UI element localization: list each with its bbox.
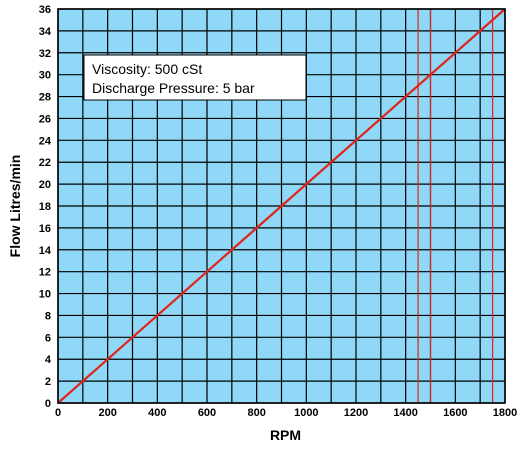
y-tick-label: 26: [39, 113, 51, 125]
x-axis-label: RPM: [270, 427, 301, 443]
y-tick-label: 4: [45, 354, 52, 366]
x-tick-label: 1800: [493, 407, 517, 419]
y-tick-label: 30: [39, 70, 51, 82]
y-tick-label: 16: [39, 223, 51, 235]
series-layer: [57, 8, 506, 404]
y-tick-label: 0: [45, 398, 51, 410]
y-tick-label: 2: [45, 376, 51, 388]
annotation-background: [83, 54, 307, 101]
y-tick-label: 34: [39, 26, 52, 38]
y-tick-label: 36: [39, 4, 51, 16]
annotation-box: Viscosity: 500 cSt Discharge Pressure: 5…: [83, 54, 307, 101]
series-line: [57, 8, 506, 404]
annotation-line-pressure: Discharge Pressure: 5 bar: [92, 80, 255, 96]
x-tick-label: 800: [247, 407, 265, 419]
x-tick-label: 200: [98, 407, 116, 419]
annotation-line-viscosity: Viscosity: 500 cSt: [92, 61, 202, 77]
y-tick-label: 22: [39, 157, 51, 169]
x-tick-label: 1200: [344, 407, 368, 419]
x-tick-label: 1400: [393, 407, 417, 419]
x-tick-label: 1600: [443, 407, 467, 419]
x-tick-label: 400: [148, 407, 166, 419]
y-axis-label: Flow Litres/min: [7, 155, 23, 258]
y-tick-label: 12: [39, 267, 51, 279]
y-tick-label: 18: [39, 201, 51, 213]
y-tick-label: 28: [39, 92, 51, 104]
y-tick-label: 24: [39, 135, 52, 147]
x-tick-label: 600: [198, 407, 216, 419]
y-tick-label: 32: [39, 48, 51, 60]
plot-frame: [57, 8, 506, 404]
x-tick-labels: 0 200 400 600 800 1000 1200 1400 1600 1800: [55, 407, 517, 419]
y-tick-label: 8: [45, 310, 51, 322]
y-tick-label: 20: [39, 179, 51, 191]
y-tick-label: 14: [39, 245, 52, 257]
x-tick-label: 1000: [294, 407, 318, 419]
y-tick-label: 6: [45, 332, 51, 344]
x-tick-label: 0: [55, 407, 61, 419]
y-tick-label: 10: [39, 289, 51, 301]
